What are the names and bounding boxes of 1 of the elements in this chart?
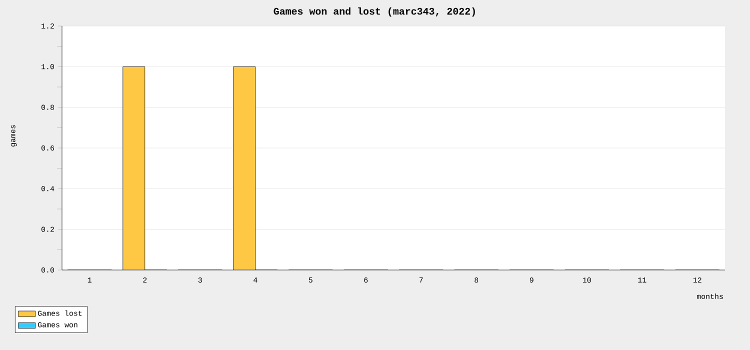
chart-title: Games won and lost (marc343, 2022) [274,7,475,17]
